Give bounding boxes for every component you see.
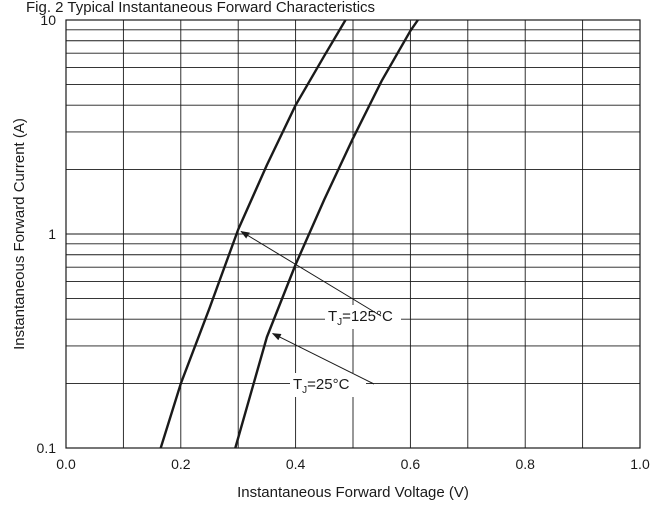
x-tick-label: 0.4 [286,456,306,472]
annotation-arrow [240,230,382,317]
x-tick-label: 0.2 [171,456,191,472]
annotation-arrow [271,333,375,385]
y-tick-label: 0.1 [37,440,57,456]
annotation-label: TJ=25°C [293,376,350,396]
y-axis-label: Instantaneous Forward Current (A) [11,118,28,350]
plot-frame [65,19,641,449]
x-tick-label: 0.8 [515,456,535,472]
x-tick-label: 0.6 [401,456,421,472]
chart-title: Fig. 2 Typical Instantaneous Forward Cha… [26,0,375,16]
chart-grid [66,20,640,448]
annotation-label: TJ=125°C [328,308,393,328]
series-line-1 [234,19,419,449]
y-tick-label: 1 [48,226,56,242]
annotation-label-bg [290,373,366,397]
x-tick-label: 1.0 [630,456,650,472]
x-axis-label: Instantaneous Forward Voltage (V) [237,484,469,501]
annotation-label-bg [325,305,401,329]
x-tick-label: 0.0 [56,456,76,472]
annotation-layer: TJ=125°C TJ=25°C [240,230,401,397]
y-tick-labels: 0.1 1 10 [37,12,57,456]
x-tick-labels: 0.0 0.2 0.4 0.6 0.8 1.0 [56,456,650,472]
series-line-0 [159,19,347,449]
y-tick-label: 10 [40,12,56,28]
series-layer [159,19,419,449]
